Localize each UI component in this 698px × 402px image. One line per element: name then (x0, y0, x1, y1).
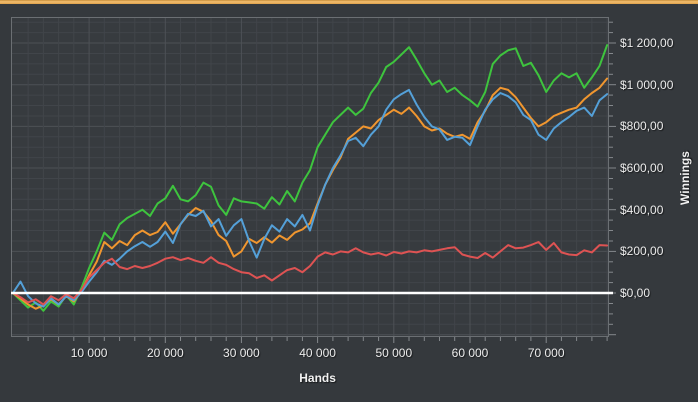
y-axis-tick-label: $1 000,00 (620, 77, 674, 92)
x-axis-tick-label: 70 000 (527, 346, 565, 360)
x-axis-title: Hands (299, 371, 336, 385)
x-axis-tick-label: 50 000 (375, 346, 413, 360)
x-axis-tick-label: 60 000 (451, 346, 489, 360)
y-axis-tick-label: $800,00 (620, 119, 664, 134)
y-axis-tick-label: $0,00 (620, 286, 651, 300)
x-axis-tick-label: 10 000 (70, 346, 108, 360)
x-axis-tick-label: 20 000 (146, 346, 184, 360)
x-axis-tick-label: 40 000 (299, 346, 336, 360)
y-axis-tick-label: $600,00 (620, 161, 664, 175)
x-axis-tick-label: 30 000 (223, 346, 260, 360)
y-axis-title: Winnings (678, 151, 692, 205)
window-top-accent-bar (0, 0, 698, 4)
y-axis-tick-label: $1 200,00 (620, 36, 674, 50)
y-axis-tick-label: $200,00 (620, 244, 664, 259)
y-axis-tick-label: $400,00 (620, 202, 664, 217)
